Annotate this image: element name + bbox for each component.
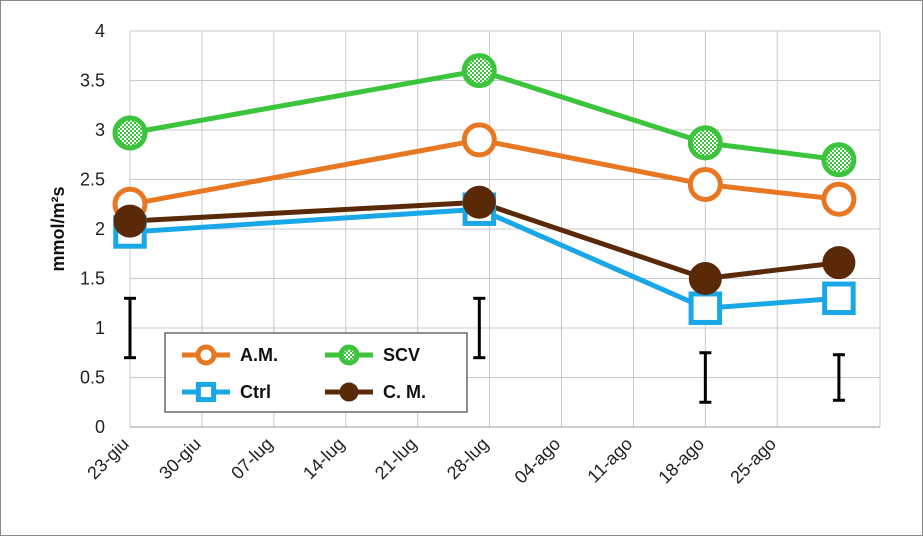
legend-label: Ctrl xyxy=(240,382,271,402)
data-point xyxy=(821,142,857,178)
data-point xyxy=(113,204,147,238)
series-markers xyxy=(112,53,857,325)
data-point xyxy=(822,246,856,280)
y-tick-label: 2 xyxy=(95,219,105,239)
series-line xyxy=(129,68,840,163)
series-line xyxy=(129,206,840,311)
legend-label: C. M. xyxy=(383,382,426,402)
legend-label: SCV xyxy=(383,345,420,365)
data-point xyxy=(112,115,148,151)
legend: A.M. SCV Ctrl C. M. xyxy=(164,332,468,413)
data-point xyxy=(461,122,497,158)
data-point xyxy=(821,181,857,217)
legend-marker xyxy=(338,344,360,366)
y-axis-label: mmol/m²s xyxy=(48,186,68,271)
legend-marker xyxy=(195,381,217,403)
legend-marker xyxy=(339,382,359,402)
y-tick-label: 1.5 xyxy=(80,269,105,289)
series-lines xyxy=(129,68,840,311)
series-line xyxy=(129,137,840,207)
series-line xyxy=(129,199,840,281)
data-point xyxy=(461,53,497,89)
data-point xyxy=(822,281,856,316)
y-tick-label: 1 xyxy=(95,318,105,338)
data-point xyxy=(687,166,723,202)
legend-label: A.M. xyxy=(240,345,278,365)
error-bars xyxy=(124,296,845,404)
legend-marker xyxy=(195,344,217,366)
y-tick-label: 3.5 xyxy=(80,71,105,91)
y-tick-label: 2.5 xyxy=(80,170,105,190)
y-tick-label: 3 xyxy=(95,120,105,140)
y-tick-label: 0 xyxy=(95,417,105,437)
y-tick-label: 0.5 xyxy=(80,368,105,388)
y-tick-label: 4 xyxy=(95,21,105,41)
data-point xyxy=(687,125,723,161)
data-point xyxy=(688,262,722,295)
y-axis-ticks: 0 0.5 1 1.5 2 2.5 3 3.5 4 xyxy=(80,21,105,437)
data-point xyxy=(462,185,496,219)
data-point xyxy=(688,291,723,325)
